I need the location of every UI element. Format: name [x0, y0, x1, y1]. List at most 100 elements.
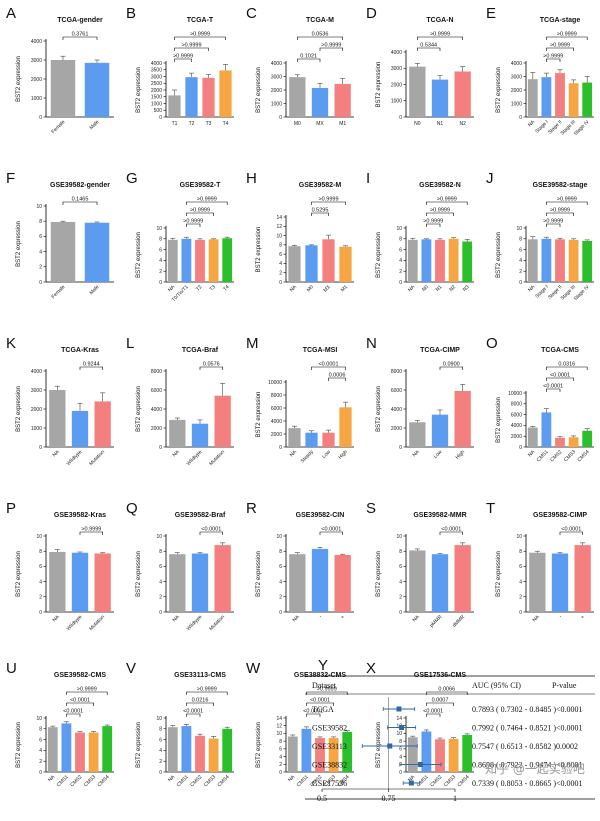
bar	[214, 395, 231, 447]
p-value-label: >0.9999	[197, 197, 217, 203]
p-value-label: 0.1021	[300, 54, 317, 60]
bar	[185, 77, 198, 117]
p-value-label: 0.1465	[72, 197, 89, 203]
x-tick-label: NA	[172, 614, 182, 624]
p-value-label: 0.3761	[72, 32, 89, 38]
significance-bracket	[546, 36, 588, 40]
x-tick-label: T4	[223, 121, 229, 127]
bar	[71, 410, 89, 447]
x-tick-label: Mutation	[88, 614, 106, 632]
significance-bracket	[297, 36, 343, 40]
y-tick-label: 0	[279, 445, 282, 451]
x-tick-label: Stage IV	[573, 284, 591, 302]
y-tick-label: 10	[36, 534, 42, 540]
significance-bracket	[297, 58, 321, 62]
x-tick-label: Mutation	[208, 449, 226, 467]
auc-point	[399, 725, 405, 730]
x-tick-label: CMS1	[56, 774, 70, 788]
bar	[409, 422, 426, 447]
y-axis-label: BST2 expression	[16, 551, 22, 597]
bar	[102, 726, 113, 772]
p-value-label: >0.9999	[318, 197, 338, 203]
y-tick-label: 1000	[151, 101, 162, 107]
x-tick-label: CMS2	[429, 774, 443, 788]
x-tick-label: T3	[206, 121, 212, 127]
y-tick-label: 0	[399, 445, 402, 451]
y-tick-label: 0	[519, 280, 522, 286]
bar	[289, 554, 306, 612]
bar	[208, 738, 219, 772]
y-tick-label: 6	[519, 564, 522, 570]
panel-label: C	[246, 5, 257, 22]
x-tick-label: CMS3	[443, 774, 457, 788]
y-tick-label: 14	[276, 716, 282, 722]
x-tick-label: dMMR	[451, 614, 466, 629]
x-tick-label: NA	[407, 774, 417, 784]
y-tick-label: 6	[279, 747, 282, 753]
y-tick-label: 8	[399, 739, 402, 745]
bar	[555, 437, 565, 447]
y-axis-label: BST2 expression	[16, 221, 22, 267]
p-value: <0.0001	[556, 724, 583, 733]
watermark-text: 知乎 @一起实验吧	[485, 761, 585, 776]
y-axis-label: BST2 expression	[256, 67, 262, 113]
dataset-name: GSE39582	[312, 724, 347, 733]
auc-point	[387, 743, 393, 749]
y-tick-label: 3000	[31, 58, 42, 64]
y-tick-label: 2000	[151, 426, 162, 432]
bar	[61, 723, 72, 772]
significance-bracket	[79, 531, 103, 535]
panel-label: A	[6, 5, 16, 22]
y-tick-label: 10	[396, 226, 402, 232]
y-tick-label: 4000	[391, 50, 402, 56]
significance-bracket	[174, 36, 226, 40]
panel-label: K	[6, 335, 16, 352]
y-tick-label: 6000	[391, 388, 402, 394]
panel-r: R GSE39582-CIN BST2 expression 0 2 4 6 8 10 NA - + <…	[246, 500, 354, 623]
panel-label: L	[126, 335, 134, 352]
panel-title: GSE39582-M	[299, 182, 342, 189]
significance-bracket	[328, 377, 346, 381]
y-tick-label: 0	[279, 610, 282, 616]
auc-ci-text: 0.7992 ( 0.7464 - 0.8521 )	[472, 724, 556, 733]
significance-bracket	[439, 366, 463, 370]
y-tick-label: 0	[399, 115, 402, 121]
x-tick-label: N0	[421, 284, 430, 293]
y-tick-label: 0	[519, 610, 522, 616]
bar	[191, 423, 209, 447]
bar	[527, 427, 538, 447]
y-tick-label: 4	[159, 748, 162, 754]
y-tick-label: 500	[154, 108, 163, 114]
p-value-label: >0.9999	[550, 43, 570, 49]
y-tick-label: 1000	[511, 101, 522, 107]
y-tick-label: 8	[279, 549, 282, 555]
y-axis-label: BST2 expression	[136, 67, 142, 113]
bar	[462, 734, 473, 772]
significance-bracket	[417, 47, 441, 51]
bar	[334, 83, 351, 117]
p-value-label: 0.5344	[420, 43, 437, 49]
bar	[168, 95, 181, 117]
y-axis-label: BST2 expression	[376, 722, 382, 768]
y-tick-label: 6000	[151, 388, 162, 394]
significance-bracket	[66, 713, 81, 717]
y-tick-label: 8	[159, 237, 162, 243]
p-value-label: 0.0536	[312, 32, 329, 38]
significance-bracket	[186, 691, 228, 695]
y-tick-label: 8000	[151, 369, 162, 375]
significance-bracket	[311, 201, 346, 205]
p-value: 0.0002	[556, 742, 578, 751]
bar	[301, 728, 312, 772]
p-value: <0.0001	[556, 761, 583, 770]
x-tick-label: pMMR	[429, 614, 444, 629]
y-tick-label: 10000	[268, 380, 282, 386]
x-tick-label: Low	[433, 449, 444, 460]
significance-bracket	[426, 212, 454, 216]
bar	[191, 553, 209, 612]
x-tick-label: CMS4	[97, 774, 111, 788]
y-tick-label: 10	[516, 226, 522, 232]
y-tick-label: 8000	[511, 402, 522, 408]
